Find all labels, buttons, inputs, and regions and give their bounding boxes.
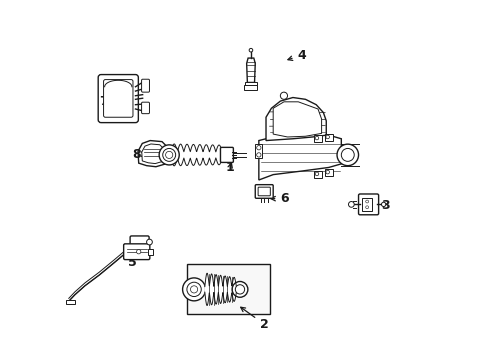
Bar — [255, 144, 262, 158]
Circle shape — [182, 278, 205, 301]
Text: 7: 7 — [100, 95, 114, 108]
Bar — [314, 171, 322, 178]
Circle shape — [280, 92, 287, 99]
Circle shape — [235, 285, 244, 294]
Text: 5: 5 — [128, 253, 137, 269]
Bar — [325, 169, 332, 176]
Text: 3: 3 — [373, 199, 388, 212]
Bar — [244, 85, 257, 90]
Bar — [325, 134, 332, 141]
FancyBboxPatch shape — [130, 236, 149, 248]
Text: 1: 1 — [225, 161, 234, 174]
Circle shape — [256, 153, 261, 157]
Bar — [314, 135, 322, 142]
FancyBboxPatch shape — [123, 244, 149, 260]
Circle shape — [325, 135, 329, 139]
Text: 8: 8 — [132, 148, 146, 161]
Circle shape — [163, 148, 175, 161]
Circle shape — [146, 239, 152, 245]
Bar — [147, 249, 153, 255]
Polygon shape — [138, 140, 168, 167]
Circle shape — [365, 200, 368, 203]
Circle shape — [159, 145, 179, 165]
Polygon shape — [246, 58, 255, 82]
Circle shape — [381, 202, 385, 207]
Circle shape — [186, 282, 201, 297]
Polygon shape — [258, 134, 341, 180]
FancyBboxPatch shape — [103, 80, 133, 117]
Circle shape — [341, 148, 353, 161]
Bar — [244, 82, 256, 86]
Circle shape — [336, 144, 358, 166]
Polygon shape — [273, 102, 321, 137]
Circle shape — [190, 286, 197, 293]
FancyBboxPatch shape — [142, 102, 149, 114]
FancyBboxPatch shape — [142, 79, 149, 92]
FancyBboxPatch shape — [220, 147, 233, 162]
FancyBboxPatch shape — [358, 194, 378, 215]
Circle shape — [365, 206, 368, 209]
Polygon shape — [142, 144, 164, 163]
Circle shape — [249, 48, 252, 52]
Text: 6: 6 — [270, 192, 288, 205]
Bar — [187, 264, 269, 315]
Text: 2: 2 — [240, 307, 268, 331]
Circle shape — [314, 136, 318, 140]
Circle shape — [314, 172, 318, 176]
Circle shape — [348, 202, 353, 207]
Circle shape — [232, 282, 247, 297]
FancyBboxPatch shape — [98, 75, 138, 123]
Text: 4: 4 — [287, 49, 305, 62]
Circle shape — [165, 151, 172, 158]
Circle shape — [136, 249, 141, 254]
Circle shape — [256, 145, 261, 150]
Bar — [362, 198, 371, 211]
Circle shape — [325, 170, 329, 174]
Polygon shape — [265, 98, 325, 140]
Bar — [66, 300, 75, 304]
FancyBboxPatch shape — [258, 187, 270, 196]
FancyBboxPatch shape — [255, 185, 273, 198]
